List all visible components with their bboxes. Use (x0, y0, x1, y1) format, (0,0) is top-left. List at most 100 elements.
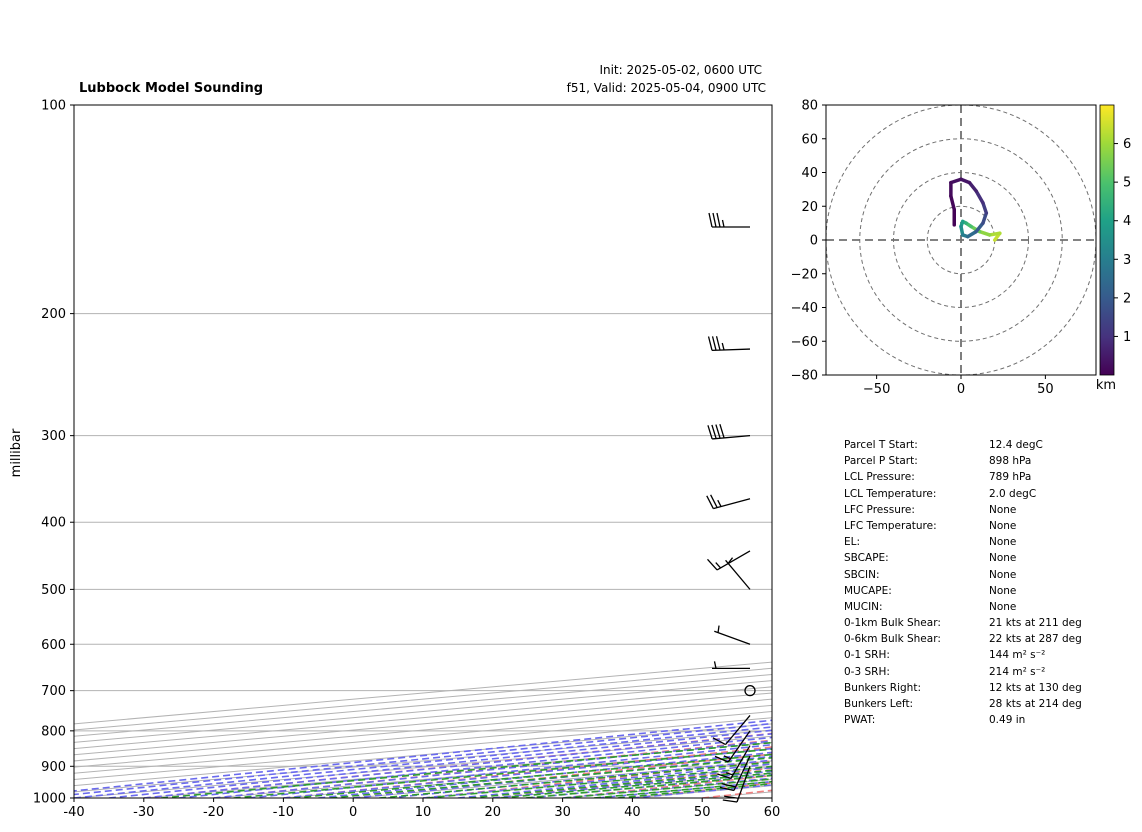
dry-adiabat (1121, 105, 1142, 798)
stat-value: 12 kts at 130 deg (989, 681, 1082, 694)
stat-label: PWAT: (844, 714, 876, 727)
stat-row: 0-1km Bulk Shear: 21 kts at 211 deg (844, 615, 1082, 631)
colorbar-ticks: 1 2 3 4 5 6 (1114, 137, 1131, 345)
y-tick-label: 200 (41, 307, 66, 322)
moist-adiabat (74, 719, 772, 792)
hodo-x-tick-label: 0 (957, 382, 965, 397)
moist-adiabat (74, 726, 772, 798)
wind-barb (712, 714, 751, 746)
colorbar-tick-label: 5 (1123, 176, 1131, 191)
hodograph-segment (981, 211, 989, 225)
x-tick-label: 30 (554, 805, 571, 820)
stat-label: 0-6km Bulk Shear: (844, 633, 941, 646)
stat-label: LFC Temperature: (844, 519, 937, 532)
stat-value: None (989, 584, 1017, 597)
stat-value: 0.49 in (989, 714, 1026, 727)
isotherm-line (74, 711, 772, 774)
hodograph-segment (967, 180, 978, 193)
hodograph-segment (949, 194, 956, 212)
stat-value: None (989, 519, 1017, 532)
y-tick-label: 800 (41, 724, 66, 739)
stat-value: 12.4 degC (989, 439, 1043, 451)
hodo-x-tick-label: 50 (1037, 382, 1054, 397)
hodograph-segment (981, 201, 989, 215)
wind-barb (717, 745, 751, 780)
isotherm-line (74, 723, 772, 787)
colorbar-tick-label: 4 (1123, 214, 1131, 229)
stat-value: 28 kts at 214 deg (989, 698, 1082, 710)
hodo-y-tick-label: 20 (801, 200, 818, 215)
y-tick-label: 600 (41, 638, 66, 653)
stat-row: LFC Temperature: None (844, 518, 1016, 534)
hodograph-segment (977, 229, 992, 237)
colorbar: 1 2 3 4 5 6 km (1096, 104, 1131, 393)
stat-row: LCL Temperature: 2.0 degC (844, 486, 1036, 502)
isotherm-line (74, 667, 772, 731)
stat-row: MUCIN: None (844, 599, 1016, 615)
colorbar-label: km (1096, 378, 1116, 393)
isotherm-line (74, 673, 772, 737)
y-tick-label: 700 (41, 684, 66, 699)
stat-label: 0-1 SRH: (844, 649, 890, 662)
wind-barb (719, 755, 751, 792)
hodograph-segment (949, 177, 963, 185)
stat-label: Parcel T Start: (844, 439, 918, 451)
wind-barb (744, 685, 756, 697)
isotherm-line (74, 680, 772, 743)
stat-row: MUCAPE: None (844, 583, 1016, 599)
x-tick-label: -40 (63, 805, 84, 820)
colorbar-tick-label: 2 (1123, 291, 1131, 306)
stat-row: Bunkers Right: 12 kts at 130 deg (844, 680, 1082, 696)
stat-label: Parcel P Start: (844, 455, 918, 468)
isotherm-line (74, 704, 772, 768)
isotherm-line (74, 717, 772, 780)
stat-value: 21 kts at 211 deg (989, 617, 1082, 630)
stat-row: SBCIN: None (844, 567, 1016, 583)
stat-value: None (989, 552, 1017, 565)
wind-barb (707, 424, 751, 440)
hodograph-rings (826, 105, 1096, 375)
stat-row: 0-1 SRH: 144 m² s⁻² (844, 647, 1045, 663)
x-tick-label: 40 (624, 805, 641, 820)
chart-title: Lubbock Model Sounding (79, 81, 263, 96)
stat-value: 789 hPa (989, 471, 1032, 484)
x-tick-label: -10 (273, 805, 294, 820)
parameters-table: Parcel T Start: 12.4 degC Parcel P Start: 8… (844, 437, 1082, 728)
skew-t-frame (73, 104, 773, 799)
stat-label: 0-3 SRH: (844, 665, 890, 678)
skew-t-profiles (778, 105, 1142, 766)
stat-row: 0-6km Bulk Shear: 22 kts at 287 deg (844, 631, 1082, 647)
stat-label: MUCIN: (844, 600, 883, 613)
x-tick-label: -30 (133, 805, 154, 820)
hodograph-segment (974, 189, 985, 205)
hodograph: −50 0 50 80 60 40 20 0 −20 −40 −60 −80 (791, 99, 1097, 398)
hodograph-segment (974, 221, 985, 234)
stat-label: Bunkers Left: (844, 698, 914, 710)
wind-barb (708, 212, 750, 228)
hodo-y-tick-label: −60 (791, 335, 818, 350)
wind-barbs (706, 212, 756, 803)
stat-row: Bunkers Left: 28 kts at 214 deg (844, 696, 1082, 712)
hodograph-axis-ticks: −50 0 50 80 60 40 20 0 −20 −40 −60 −80 (791, 99, 1054, 398)
stat-value: 2.0 degC (989, 487, 1037, 500)
isotherm-line (74, 692, 772, 756)
hodo-y-tick-label: −40 (791, 301, 818, 316)
dry-adiabat (771, 797, 772, 798)
stat-value: 22 kts at 287 deg (989, 633, 1082, 646)
stat-row: SBCAPE: None (844, 550, 1016, 566)
x-tick-label: 20 (485, 805, 502, 820)
stat-row: Parcel P Start: 898 hPa (844, 453, 1031, 469)
stat-value: None (989, 536, 1017, 549)
stat-row: PWAT: 0.49 in (844, 712, 1025, 728)
stat-row: Parcel T Start: 12.4 degC (844, 437, 1043, 453)
stat-value: 144 m² s⁻² (989, 649, 1046, 662)
wind-barb (706, 494, 751, 510)
colorbar-tick-label: 6 (1123, 137, 1131, 152)
stat-label: MUCAPE: (844, 584, 892, 597)
x-tick-label: 50 (694, 805, 711, 820)
hodo-x-tick-label: −50 (863, 382, 890, 397)
y-tick-label: 900 (41, 760, 66, 775)
